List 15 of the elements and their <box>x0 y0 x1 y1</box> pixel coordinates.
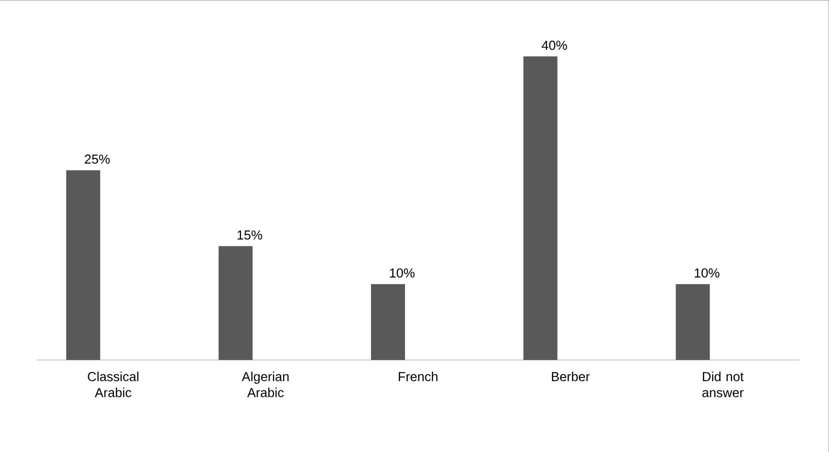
bar <box>523 56 558 360</box>
data-label: 40% <box>542 40 567 50</box>
data-label: 25% <box>84 154 110 164</box>
data-label: 10% <box>694 268 720 278</box>
data-label: 15% <box>238 230 262 240</box>
x-tick-label: French <box>398 372 438 382</box>
x-tick-label: Algerian Arabic <box>242 372 289 398</box>
bar <box>371 284 406 360</box>
bar <box>676 284 710 360</box>
bar <box>218 246 253 360</box>
x-tick-label: Berber <box>552 372 590 382</box>
x-tick-label: Classical Arabic <box>88 372 138 398</box>
data-label: 10% <box>390 268 415 278</box>
bar <box>66 170 100 360</box>
x-tick-label: Did not answer <box>702 372 744 398</box>
